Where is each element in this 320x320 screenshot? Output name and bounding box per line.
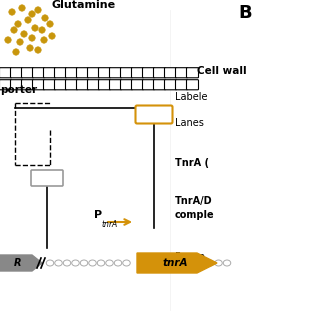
- FancyBboxPatch shape: [87, 80, 100, 90]
- FancyBboxPatch shape: [132, 68, 143, 78]
- FancyBboxPatch shape: [187, 80, 198, 90]
- FancyBboxPatch shape: [164, 68, 177, 78]
- Text: Lanes: Lanes: [175, 118, 204, 128]
- FancyBboxPatch shape: [187, 68, 198, 78]
- Ellipse shape: [72, 260, 79, 266]
- FancyBboxPatch shape: [175, 68, 188, 78]
- Ellipse shape: [97, 260, 105, 266]
- Ellipse shape: [55, 260, 62, 266]
- Circle shape: [47, 21, 53, 27]
- FancyBboxPatch shape: [164, 80, 177, 90]
- FancyBboxPatch shape: [142, 68, 155, 78]
- Ellipse shape: [223, 260, 231, 266]
- Text: Free p: Free p: [175, 252, 205, 262]
- FancyBboxPatch shape: [66, 68, 77, 78]
- FancyBboxPatch shape: [142, 80, 155, 90]
- Circle shape: [15, 21, 21, 27]
- Circle shape: [25, 17, 31, 23]
- Circle shape: [49, 33, 55, 39]
- FancyBboxPatch shape: [11, 68, 22, 78]
- Text: Cell wall: Cell wall: [197, 66, 247, 76]
- FancyBboxPatch shape: [99, 68, 110, 78]
- Circle shape: [17, 39, 23, 45]
- Text: comple: comple: [175, 210, 215, 220]
- Ellipse shape: [114, 260, 122, 266]
- Text: R: R: [14, 258, 22, 268]
- Circle shape: [39, 27, 45, 33]
- FancyBboxPatch shape: [121, 80, 132, 90]
- Ellipse shape: [8, 260, 15, 266]
- Text: TnrA/D: TnrA/D: [175, 196, 212, 206]
- FancyBboxPatch shape: [44, 80, 55, 90]
- FancyBboxPatch shape: [11, 80, 22, 90]
- Ellipse shape: [46, 260, 54, 266]
- FancyBboxPatch shape: [33, 80, 44, 90]
- FancyBboxPatch shape: [44, 68, 55, 78]
- FancyBboxPatch shape: [0, 68, 12, 78]
- Circle shape: [35, 7, 41, 13]
- FancyArrow shape: [137, 253, 217, 273]
- Circle shape: [32, 25, 38, 31]
- FancyBboxPatch shape: [109, 68, 122, 78]
- Ellipse shape: [16, 260, 24, 266]
- Circle shape: [42, 15, 48, 21]
- FancyBboxPatch shape: [175, 80, 188, 90]
- Ellipse shape: [123, 260, 130, 266]
- Text: Labele: Labele: [175, 92, 207, 102]
- Text: Glutamine: Glutamine: [52, 0, 116, 10]
- Text: TnrA (: TnrA (: [175, 158, 209, 168]
- Circle shape: [27, 45, 33, 51]
- Text: InR: InR: [38, 173, 56, 183]
- Circle shape: [29, 35, 35, 41]
- FancyBboxPatch shape: [66, 80, 77, 90]
- FancyBboxPatch shape: [31, 170, 63, 186]
- FancyBboxPatch shape: [54, 68, 67, 78]
- FancyBboxPatch shape: [109, 80, 122, 90]
- Circle shape: [19, 5, 25, 11]
- FancyBboxPatch shape: [21, 80, 34, 90]
- Ellipse shape: [106, 260, 113, 266]
- Text: $\mathbf{P}$: $\mathbf{P}$: [93, 208, 103, 220]
- FancyBboxPatch shape: [54, 80, 67, 90]
- Ellipse shape: [63, 260, 71, 266]
- Text: TnrA: TnrA: [139, 110, 169, 120]
- Text: porter: porter: [0, 85, 37, 95]
- FancyBboxPatch shape: [154, 80, 165, 90]
- Circle shape: [21, 31, 27, 37]
- FancyBboxPatch shape: [154, 68, 165, 78]
- Circle shape: [5, 37, 11, 43]
- Ellipse shape: [215, 260, 222, 266]
- FancyBboxPatch shape: [87, 68, 100, 78]
- Ellipse shape: [80, 260, 88, 266]
- Circle shape: [9, 9, 15, 15]
- FancyBboxPatch shape: [76, 68, 89, 78]
- FancyBboxPatch shape: [0, 80, 12, 90]
- FancyBboxPatch shape: [99, 80, 110, 90]
- FancyBboxPatch shape: [135, 106, 172, 124]
- FancyArrow shape: [0, 255, 42, 271]
- Circle shape: [13, 49, 19, 55]
- Text: $\mathit{tnrA}$: $\mathit{tnrA}$: [101, 218, 119, 229]
- FancyBboxPatch shape: [132, 80, 143, 90]
- FancyBboxPatch shape: [121, 68, 132, 78]
- Ellipse shape: [89, 260, 96, 266]
- Circle shape: [35, 47, 41, 53]
- FancyBboxPatch shape: [21, 68, 34, 78]
- Circle shape: [29, 11, 35, 17]
- FancyBboxPatch shape: [76, 80, 89, 90]
- Text: tnrA: tnrA: [162, 258, 188, 268]
- Ellipse shape: [0, 260, 7, 266]
- Circle shape: [41, 37, 47, 43]
- Ellipse shape: [206, 260, 214, 266]
- Text: B: B: [238, 4, 252, 22]
- Circle shape: [11, 27, 17, 33]
- FancyBboxPatch shape: [33, 68, 44, 78]
- Ellipse shape: [25, 260, 32, 266]
